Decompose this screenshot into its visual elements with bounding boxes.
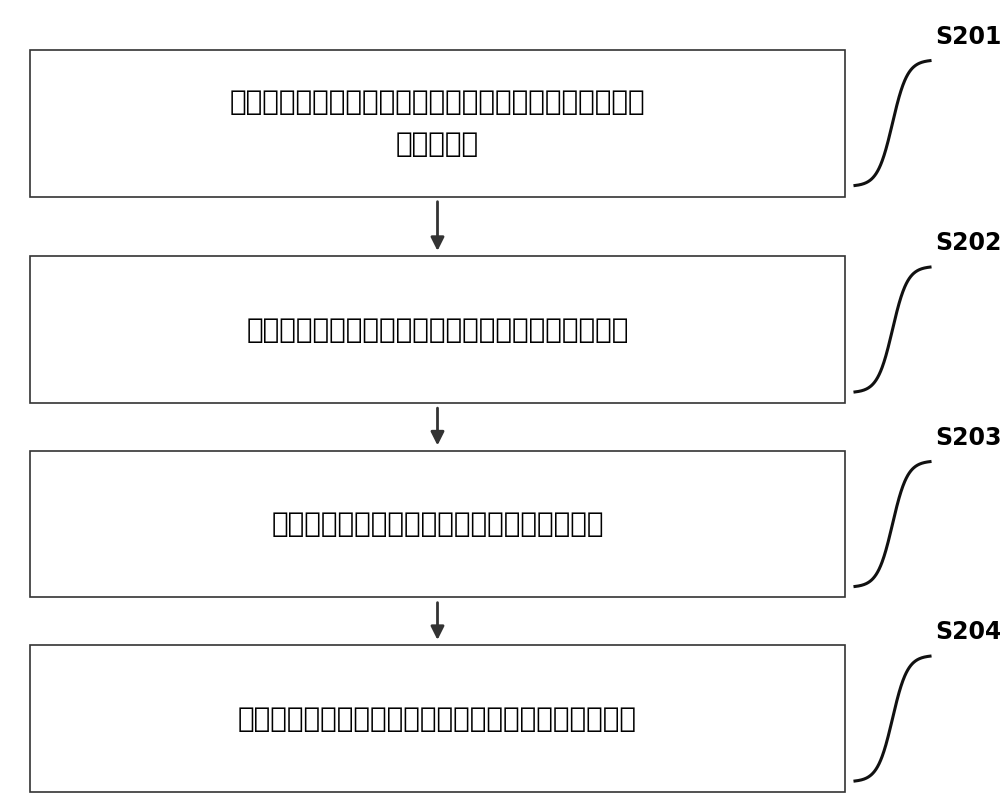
Text: S201: S201 <box>935 25 1000 48</box>
FancyBboxPatch shape <box>30 256 845 403</box>
Text: 根据基础稳定性识别模型求解预埋基础健康性检测结果: 根据基础稳定性识别模型求解预埋基础健康性检测结果 <box>238 704 637 733</box>
Text: 建立基于多阶特征频率的基础稳定性识别模型: 建立基于多阶特征频率的基础稳定性识别模型 <box>271 510 604 538</box>
Text: S203: S203 <box>935 426 1000 449</box>
FancyBboxPatch shape <box>30 451 845 597</box>
Text: S202: S202 <box>935 231 1000 255</box>
FancyBboxPatch shape <box>30 645 845 792</box>
Text: S204: S204 <box>935 620 1000 644</box>
Text: 根据单自由度结构幅频特征和相频特性求解特征频率: 根据单自由度结构幅频特征和相频特性求解特征频率 <box>246 315 629 344</box>
FancyBboxPatch shape <box>30 49 845 197</box>
Text: 对激励和响应的时域信号进行加窗处理，计算出传递函数
和相干函数: 对激励和响应的时域信号进行加窗处理，计算出传递函数 和相干函数 <box>230 88 645 158</box>
